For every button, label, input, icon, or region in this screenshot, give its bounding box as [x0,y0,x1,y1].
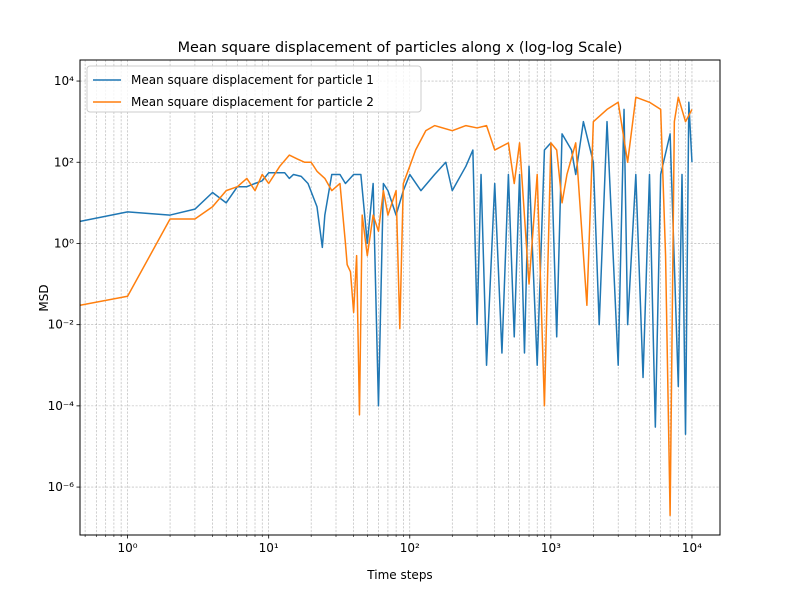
x-tick-label: 10⁴ [682,541,702,555]
x-tick-label: 10³ [541,541,561,555]
y-axis-label: MSD [37,284,51,311]
plot-area [80,96,693,517]
axes-frame [79,59,721,536]
y-tick-label: 10⁻² [48,318,75,332]
series-line [80,101,693,435]
ticks: 10⁰ 10¹ 10² 10³ 10⁴ 10⁻⁶ 10⁻⁴ 10⁻² 10⁰ 10² 10⁴ [48,74,703,555]
x-tick-label: 10¹ [259,541,279,555]
y-tick-label: 10⁻⁴ [48,399,75,413]
legend: Mean square displacement for particle 1 M… [86,65,422,113]
legend-box [86,65,422,113]
x-tick-label: 10⁰ [118,541,138,555]
x-axis-label: Time steps [366,568,432,582]
x-tick-label: 10² [400,541,420,555]
y-tick-label: 10⁻⁶ [48,480,75,494]
y-tick-label: 10⁴ [54,74,74,88]
chart-title: Mean square displacement of particles al… [178,40,623,56]
legend-label: Mean square displacement for particle 1 [131,73,374,87]
series-line [80,96,693,517]
y-tick-label: 10⁰ [54,236,74,250]
legend-label: Mean square displacement for particle 2 [131,95,374,109]
y-tick-label: 10² [54,155,74,169]
